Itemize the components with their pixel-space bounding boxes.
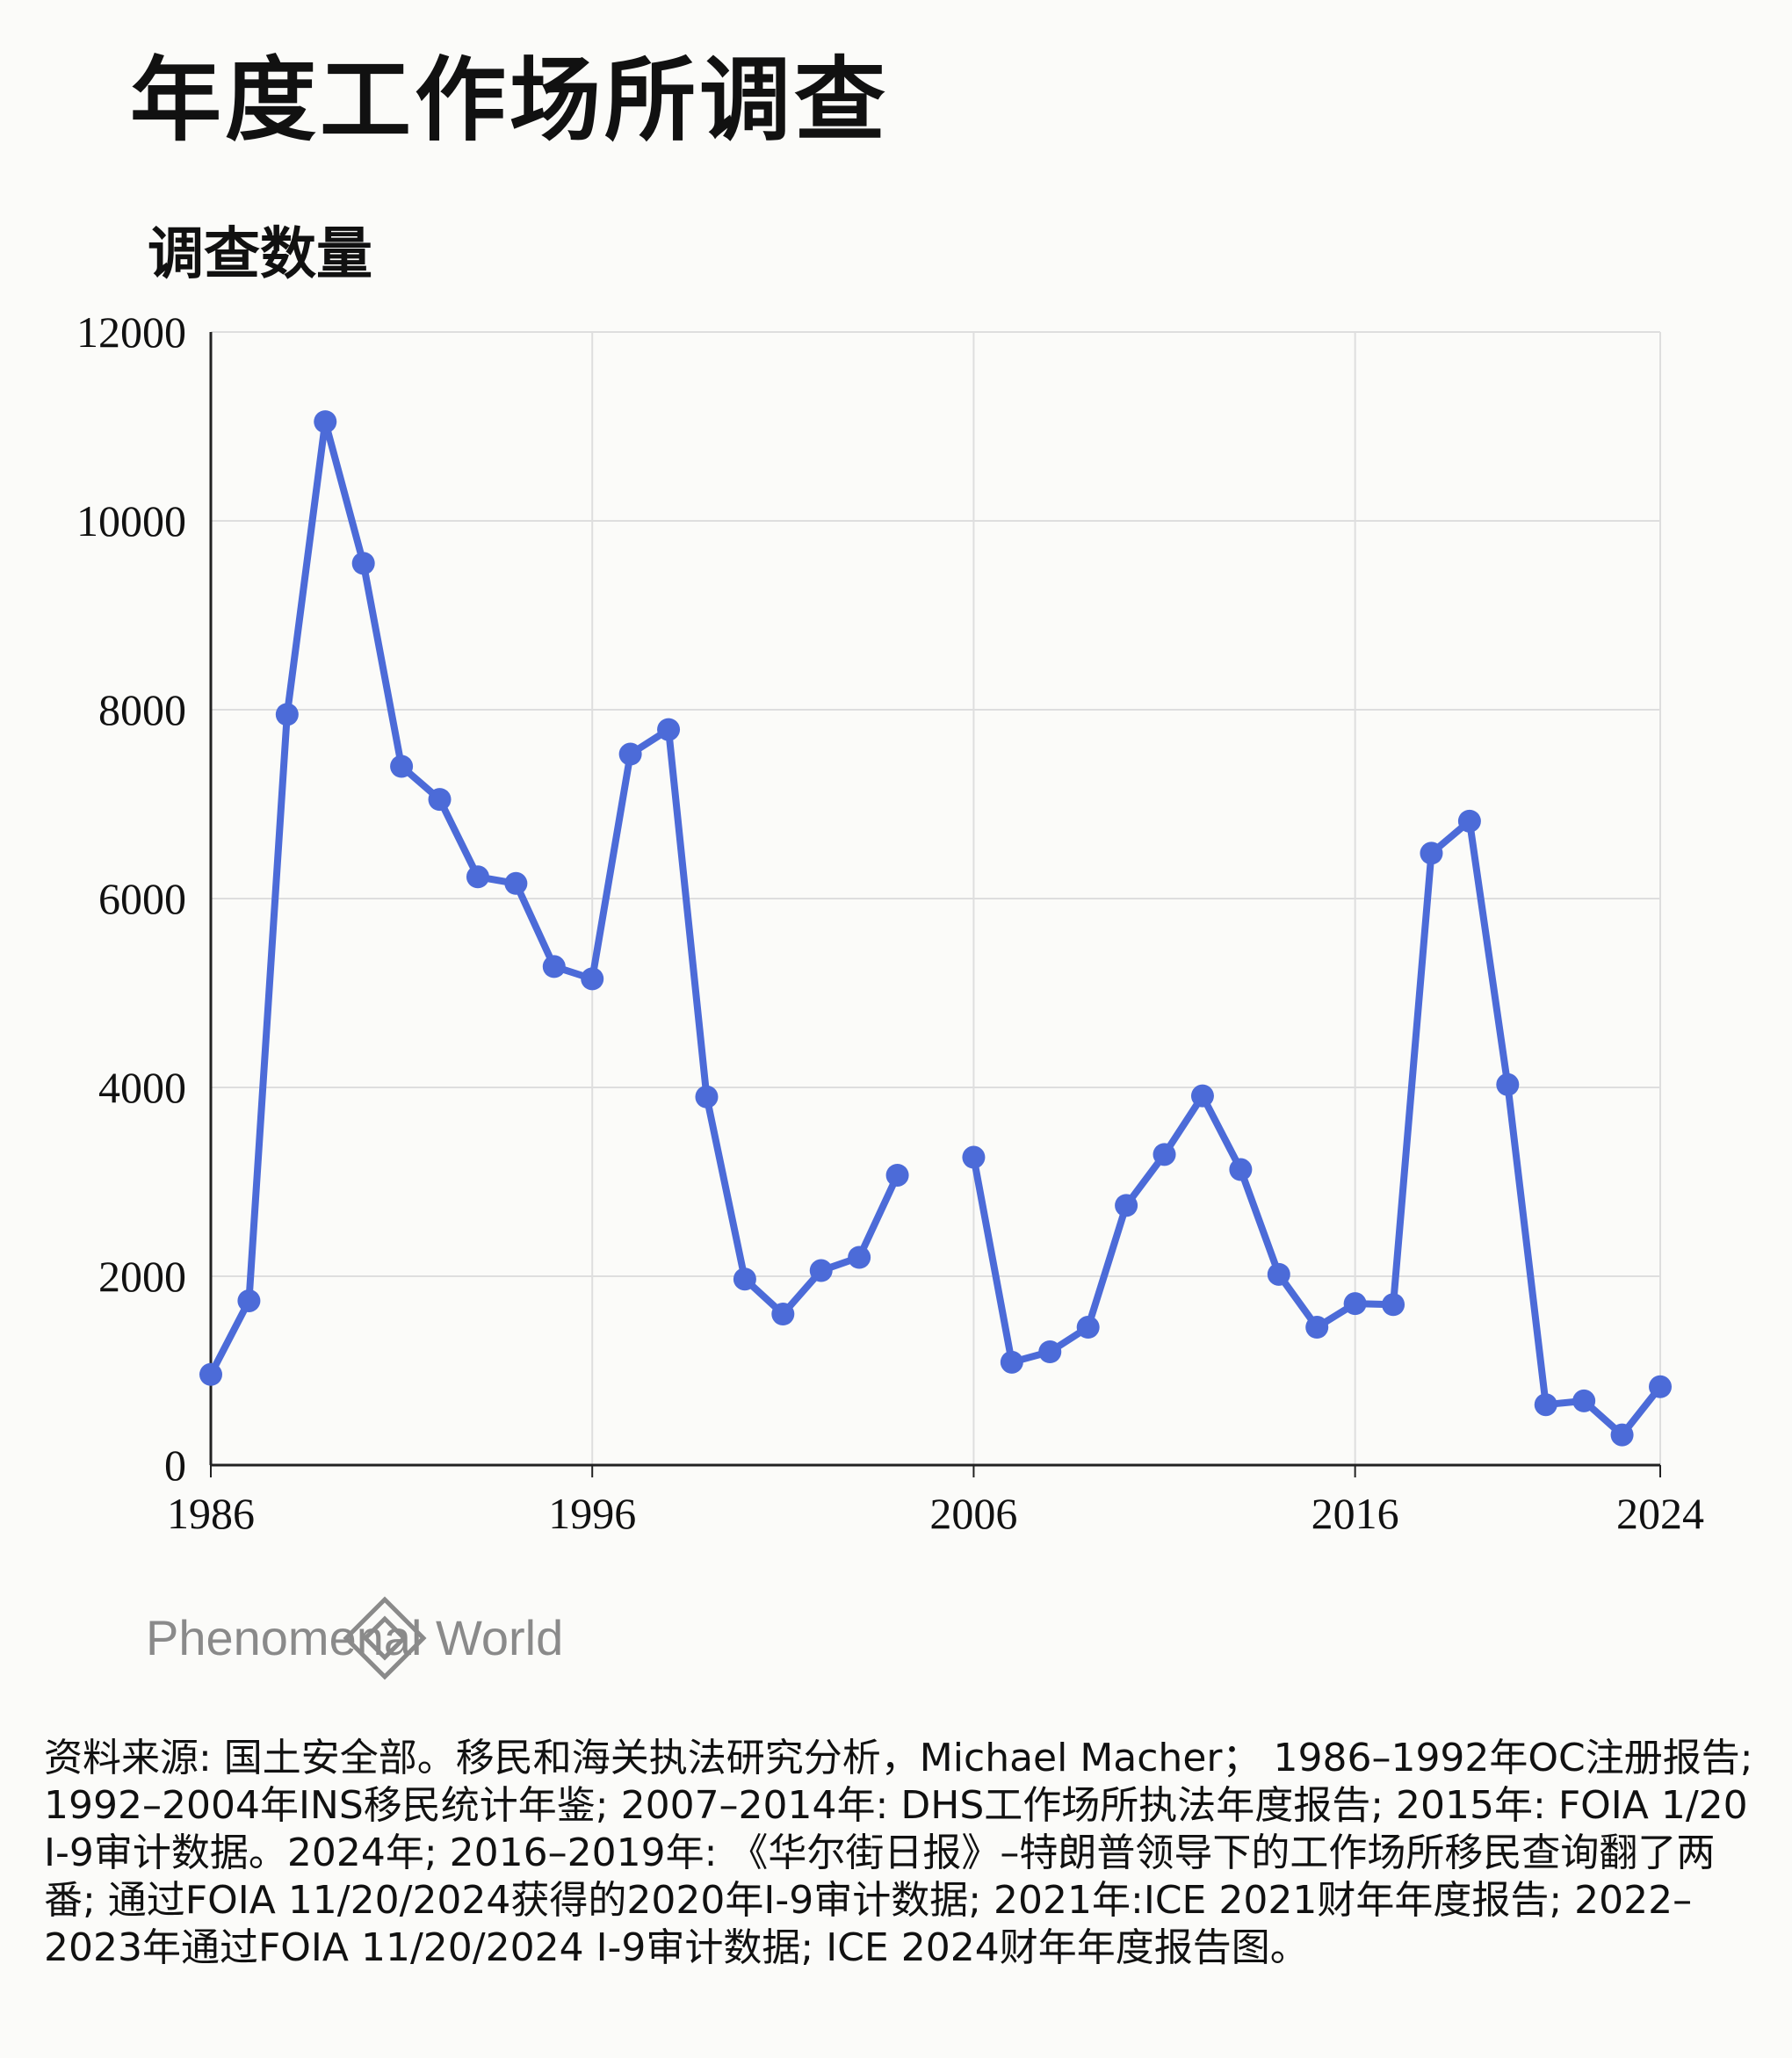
data-point [1610,1423,1634,1447]
data-point [466,865,489,889]
data-point [1038,1340,1062,1363]
data-point [1076,1316,1100,1340]
data-point [1457,809,1481,833]
y-tick-label: 0 [164,1441,186,1490]
x-tick-labels: 1986 1996 2006 2016 2024 [167,1489,1704,1538]
grid-lines [211,331,1661,1465]
x-tick-label: 2024 [1616,1489,1704,1538]
series-line [970,817,1664,1439]
data-point [504,871,528,895]
data-point [733,1267,756,1291]
brand-logo-icon [343,1596,427,1680]
y-tick-labels: 0 2000 4000 6000 8000 10000 12000 [76,307,186,1490]
data-point [657,718,681,741]
data-point [848,1246,871,1269]
data-point [771,1303,795,1325]
data-point [962,1145,986,1169]
x-tick-label: 2016 [1311,1489,1399,1538]
source-note: 资料来源: 国土安全部。移民和海关执法研究分析，Michael Macher； … [44,1736,1753,1970]
data-point [1382,1293,1405,1317]
x-tick-label: 1986 [167,1489,255,1538]
brand-name: Phenomenal World [146,1610,564,1665]
chart-title: 年度工作场所调查 [130,47,890,154]
x-tick-label: 2006 [929,1489,1017,1538]
data-point [1153,1143,1176,1166]
data-point [542,955,566,978]
line-chart: 0 2000 4000 6000 8000 10000 12000 1986 1996 2006… [76,307,1704,1538]
data-point [1572,1389,1596,1412]
data-point [275,703,299,726]
data-point [1305,1316,1329,1340]
data-point [1420,841,1443,865]
data-point [581,967,604,991]
data-point [1534,1393,1557,1417]
y-tick-label: 4000 [98,1063,186,1112]
y-tick-label: 10000 [76,496,186,545]
data-point [1229,1158,1253,1181]
y-tick-label: 6000 [98,874,186,923]
y-tick-label: 8000 [98,685,186,734]
data-point [199,1362,222,1386]
data-point [618,742,642,766]
y-tick-label: 12000 [76,307,186,357]
y-axis-label: 调查数量 [148,222,372,287]
data-point [237,1289,261,1312]
data-point [1267,1262,1290,1286]
data-point [390,755,414,778]
data-point [1190,1084,1214,1108]
data-series [199,410,1672,1447]
x-tick-label: 1996 [548,1489,636,1538]
data-point [695,1085,719,1108]
data-point [428,788,452,812]
data-point [1000,1350,1023,1374]
data-point [1343,1292,1367,1316]
data-point [351,552,375,575]
data-point [314,410,337,434]
axes [209,332,1661,1477]
data-point [1115,1194,1138,1217]
data-point [1496,1072,1520,1096]
data-point [1649,1375,1672,1398]
data-point [809,1259,833,1282]
y-tick-label: 2000 [98,1252,186,1301]
data-point [885,1163,909,1187]
